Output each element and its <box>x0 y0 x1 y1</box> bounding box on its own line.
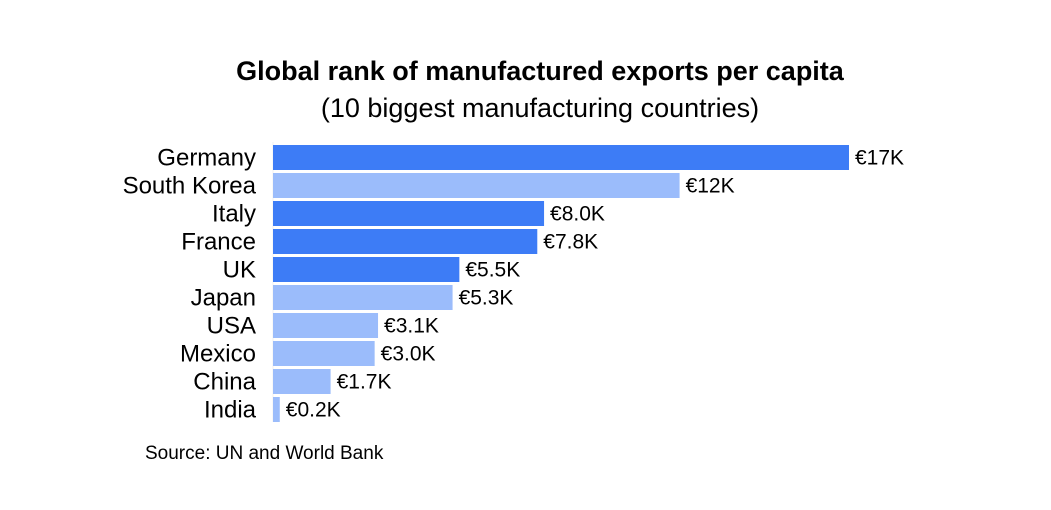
category-label: Italy <box>212 201 256 228</box>
bar-uk <box>273 257 460 282</box>
value-label: €3.0K <box>381 343 436 366</box>
source-note: Source: UN and World Bank <box>145 443 384 464</box>
value-label: €12K <box>686 175 735 198</box>
category-label: USA <box>207 313 256 340</box>
value-label: €3.1K <box>384 315 439 338</box>
bar-south-korea <box>273 173 680 198</box>
chart-title: Global rank of manufactured exports per … <box>236 56 845 86</box>
value-label: €8.0K <box>550 203 605 226</box>
bar-germany <box>273 145 849 170</box>
bar-france <box>273 229 538 254</box>
value-label: €7.8K <box>543 231 598 254</box>
chart-subtitle: (10 biggest manufacturing countries) <box>321 93 759 123</box>
category-label: India <box>204 397 257 424</box>
bar-italy <box>273 201 545 226</box>
bars-group: Germany €17K South Korea €12K Italy €8.0K Fran… <box>123 145 904 424</box>
bar-mexico <box>273 341 375 366</box>
value-label: €5.3K <box>459 287 514 310</box>
value-label: €1.7K <box>337 371 392 394</box>
value-label: €17K <box>855 147 904 170</box>
bar-usa <box>273 313 379 338</box>
bar-china <box>273 369 331 394</box>
category-label: Mexico <box>180 341 256 368</box>
value-label: €0.2K <box>286 399 341 422</box>
category-label: China <box>193 369 256 396</box>
category-label: South Korea <box>123 173 257 200</box>
bar-india <box>273 397 280 422</box>
category-label: Japan <box>191 285 256 312</box>
value-label: €5.5K <box>465 259 520 282</box>
category-label: UK <box>223 257 256 284</box>
bar-japan <box>273 285 453 310</box>
category-label: France <box>181 229 256 256</box>
category-label: Germany <box>157 145 256 172</box>
